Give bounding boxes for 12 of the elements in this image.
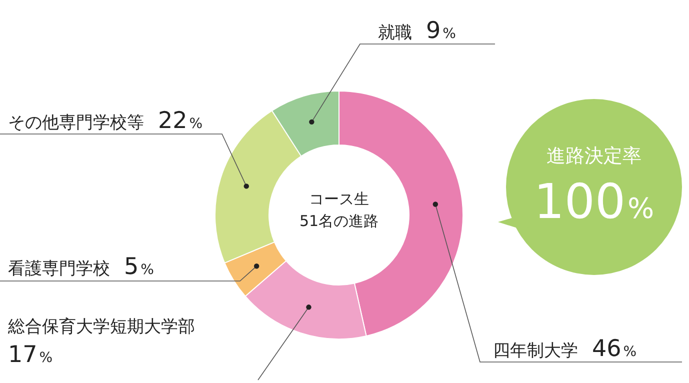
text: 進路決定率 100% [534,145,654,230]
data-label: 9% [426,18,456,44]
data-label: 5% [124,254,154,280]
data-label: 22% [158,108,203,134]
slice-label: 就職 [378,23,412,43]
data-label: 46% [592,336,637,362]
slice-label: その他専門学校等 [8,113,144,133]
slice-label: 看護専門学校 [8,259,110,279]
data-label: 17% [8,342,53,368]
text: コース生 51名の進路 [299,190,379,230]
slice-label: 総合保育大学短期大学部 [7,317,195,337]
slice-label: 四年制大学 [493,341,578,361]
